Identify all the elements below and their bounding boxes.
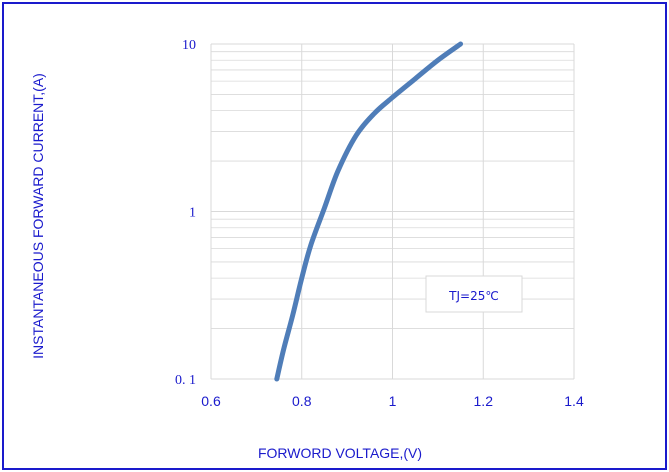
annotation-text: TJ=25℃ [448,289,499,303]
x-tick-label: 1.4 [564,393,584,409]
x-tick-label: 0.8 [292,393,312,409]
annotation-box: TJ=25℃ [425,275,523,313]
y-tick-label: 10 [182,38,196,53]
x-tick-label: 0.6 [201,393,221,409]
x-axis-label: FORWORD VOLTAGE,(V) [258,445,422,461]
y-tick-label: 1 [189,206,196,221]
y-axis-label: INSTANTANEOUS FORWARD CURRENT,(A) [30,73,46,359]
x-tick-label: 1.2 [474,393,494,409]
tick-layer: 0.6 0.8 1 1.2 1.4 0. 1 1 10 [175,38,584,409]
x-tick-label: 1 [389,393,397,409]
series-layer [274,41,464,382]
grid-layer [210,43,575,380]
y-tick-label: 0. 1 [175,373,196,388]
annotation-background [425,275,523,313]
series-line [274,41,464,382]
